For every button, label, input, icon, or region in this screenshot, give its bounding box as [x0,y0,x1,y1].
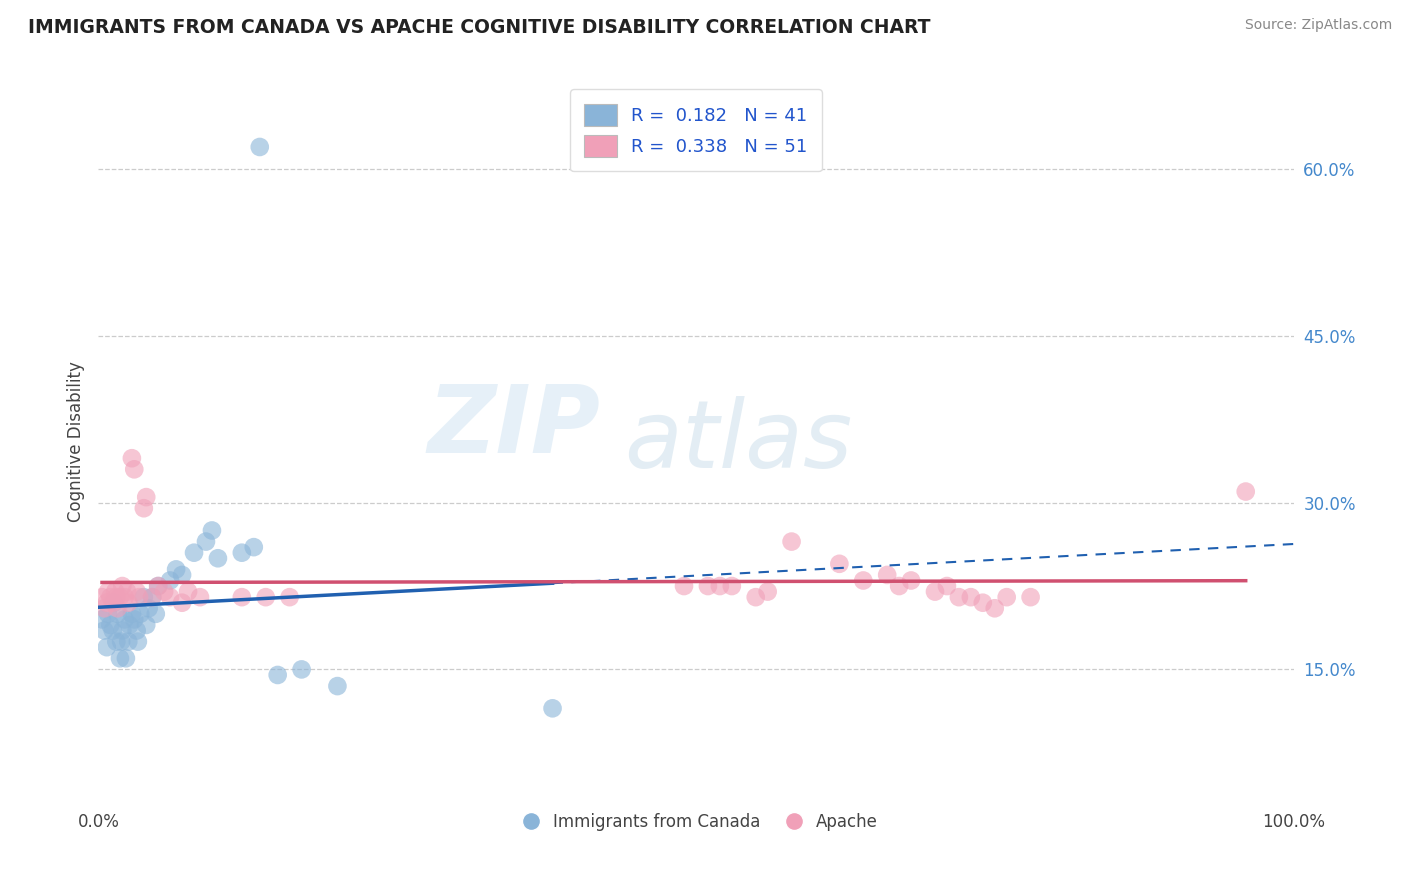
Point [153,584,176,599]
Point [141,590,163,604]
Point [243,540,266,554]
Point [97,607,120,621]
Point [697,579,720,593]
Point [1019,590,1042,604]
Point [104,584,127,599]
Point [924,584,946,599]
Point [159,574,181,588]
Point [145,607,167,621]
Point [127,634,149,648]
Point [254,590,277,604]
Point [159,590,181,604]
Point [135,490,157,504]
Point [960,590,983,604]
Point [207,551,229,566]
Point [114,612,136,626]
Point [108,590,131,604]
Point [188,590,211,604]
Point [172,568,194,582]
Point [984,601,1007,615]
Point [124,462,146,476]
Point [201,524,224,538]
Point [101,624,124,638]
Point [231,590,253,604]
Point [128,590,150,604]
Point [107,601,129,615]
Point [121,607,143,621]
Point [195,534,218,549]
Point [995,590,1018,604]
Point [91,612,114,626]
Point [108,651,131,665]
Point [91,590,114,604]
Point [291,662,314,676]
Point [93,601,115,615]
Point [249,140,271,154]
Point [165,562,187,576]
Point [138,601,160,615]
Point [124,612,146,626]
Point [673,579,696,593]
Point [756,584,779,599]
Point [231,546,253,560]
Point [148,579,170,593]
Point [96,640,118,655]
Y-axis label: Cognitive Disability: Cognitive Disability [66,361,84,522]
Point [107,607,129,621]
Point [97,584,120,599]
Point [115,651,138,665]
Point [98,590,122,604]
Point [900,574,922,588]
Point [828,557,851,571]
Point [541,701,564,715]
Point [121,451,143,466]
Point [129,607,152,621]
Text: IMMIGRANTS FROM CANADA VS APACHE COGNITIVE DISABILITY CORRELATION CHART: IMMIGRANTS FROM CANADA VS APACHE COGNITI… [28,18,931,37]
Point [936,579,959,593]
Point [876,568,898,582]
Point [117,596,139,610]
Point [115,584,138,599]
Text: atlas: atlas [624,396,852,487]
Legend: Immigrants from Canada, Apache: Immigrants from Canada, Apache [508,806,884,838]
Point [110,634,132,648]
Point [111,624,134,638]
Point [141,590,163,604]
Point [745,590,768,604]
Point [93,624,115,638]
Point [183,546,205,560]
Point [118,618,141,632]
Point [105,634,128,648]
Point [721,579,744,593]
Point [177,584,200,599]
Point [125,624,148,638]
Point [1234,484,1257,499]
Point [852,574,875,588]
Point [948,590,970,604]
Point [278,590,301,604]
Point [117,634,139,648]
Text: Source: ZipAtlas.com: Source: ZipAtlas.com [1244,18,1392,32]
Point [889,579,911,593]
Point [148,579,170,593]
Point [326,679,349,693]
Point [103,596,125,610]
Point [101,596,124,610]
Point [114,590,136,604]
Point [267,668,290,682]
Point [98,618,122,632]
Point [172,596,194,610]
Point [709,579,731,593]
Text: ZIP: ZIP [427,381,600,473]
Point [780,534,803,549]
Point [132,501,155,516]
Point [111,579,134,593]
Point [972,596,994,610]
Point [125,584,148,599]
Point [96,596,118,610]
Point [135,618,157,632]
Point [105,590,128,604]
Point [132,590,155,604]
